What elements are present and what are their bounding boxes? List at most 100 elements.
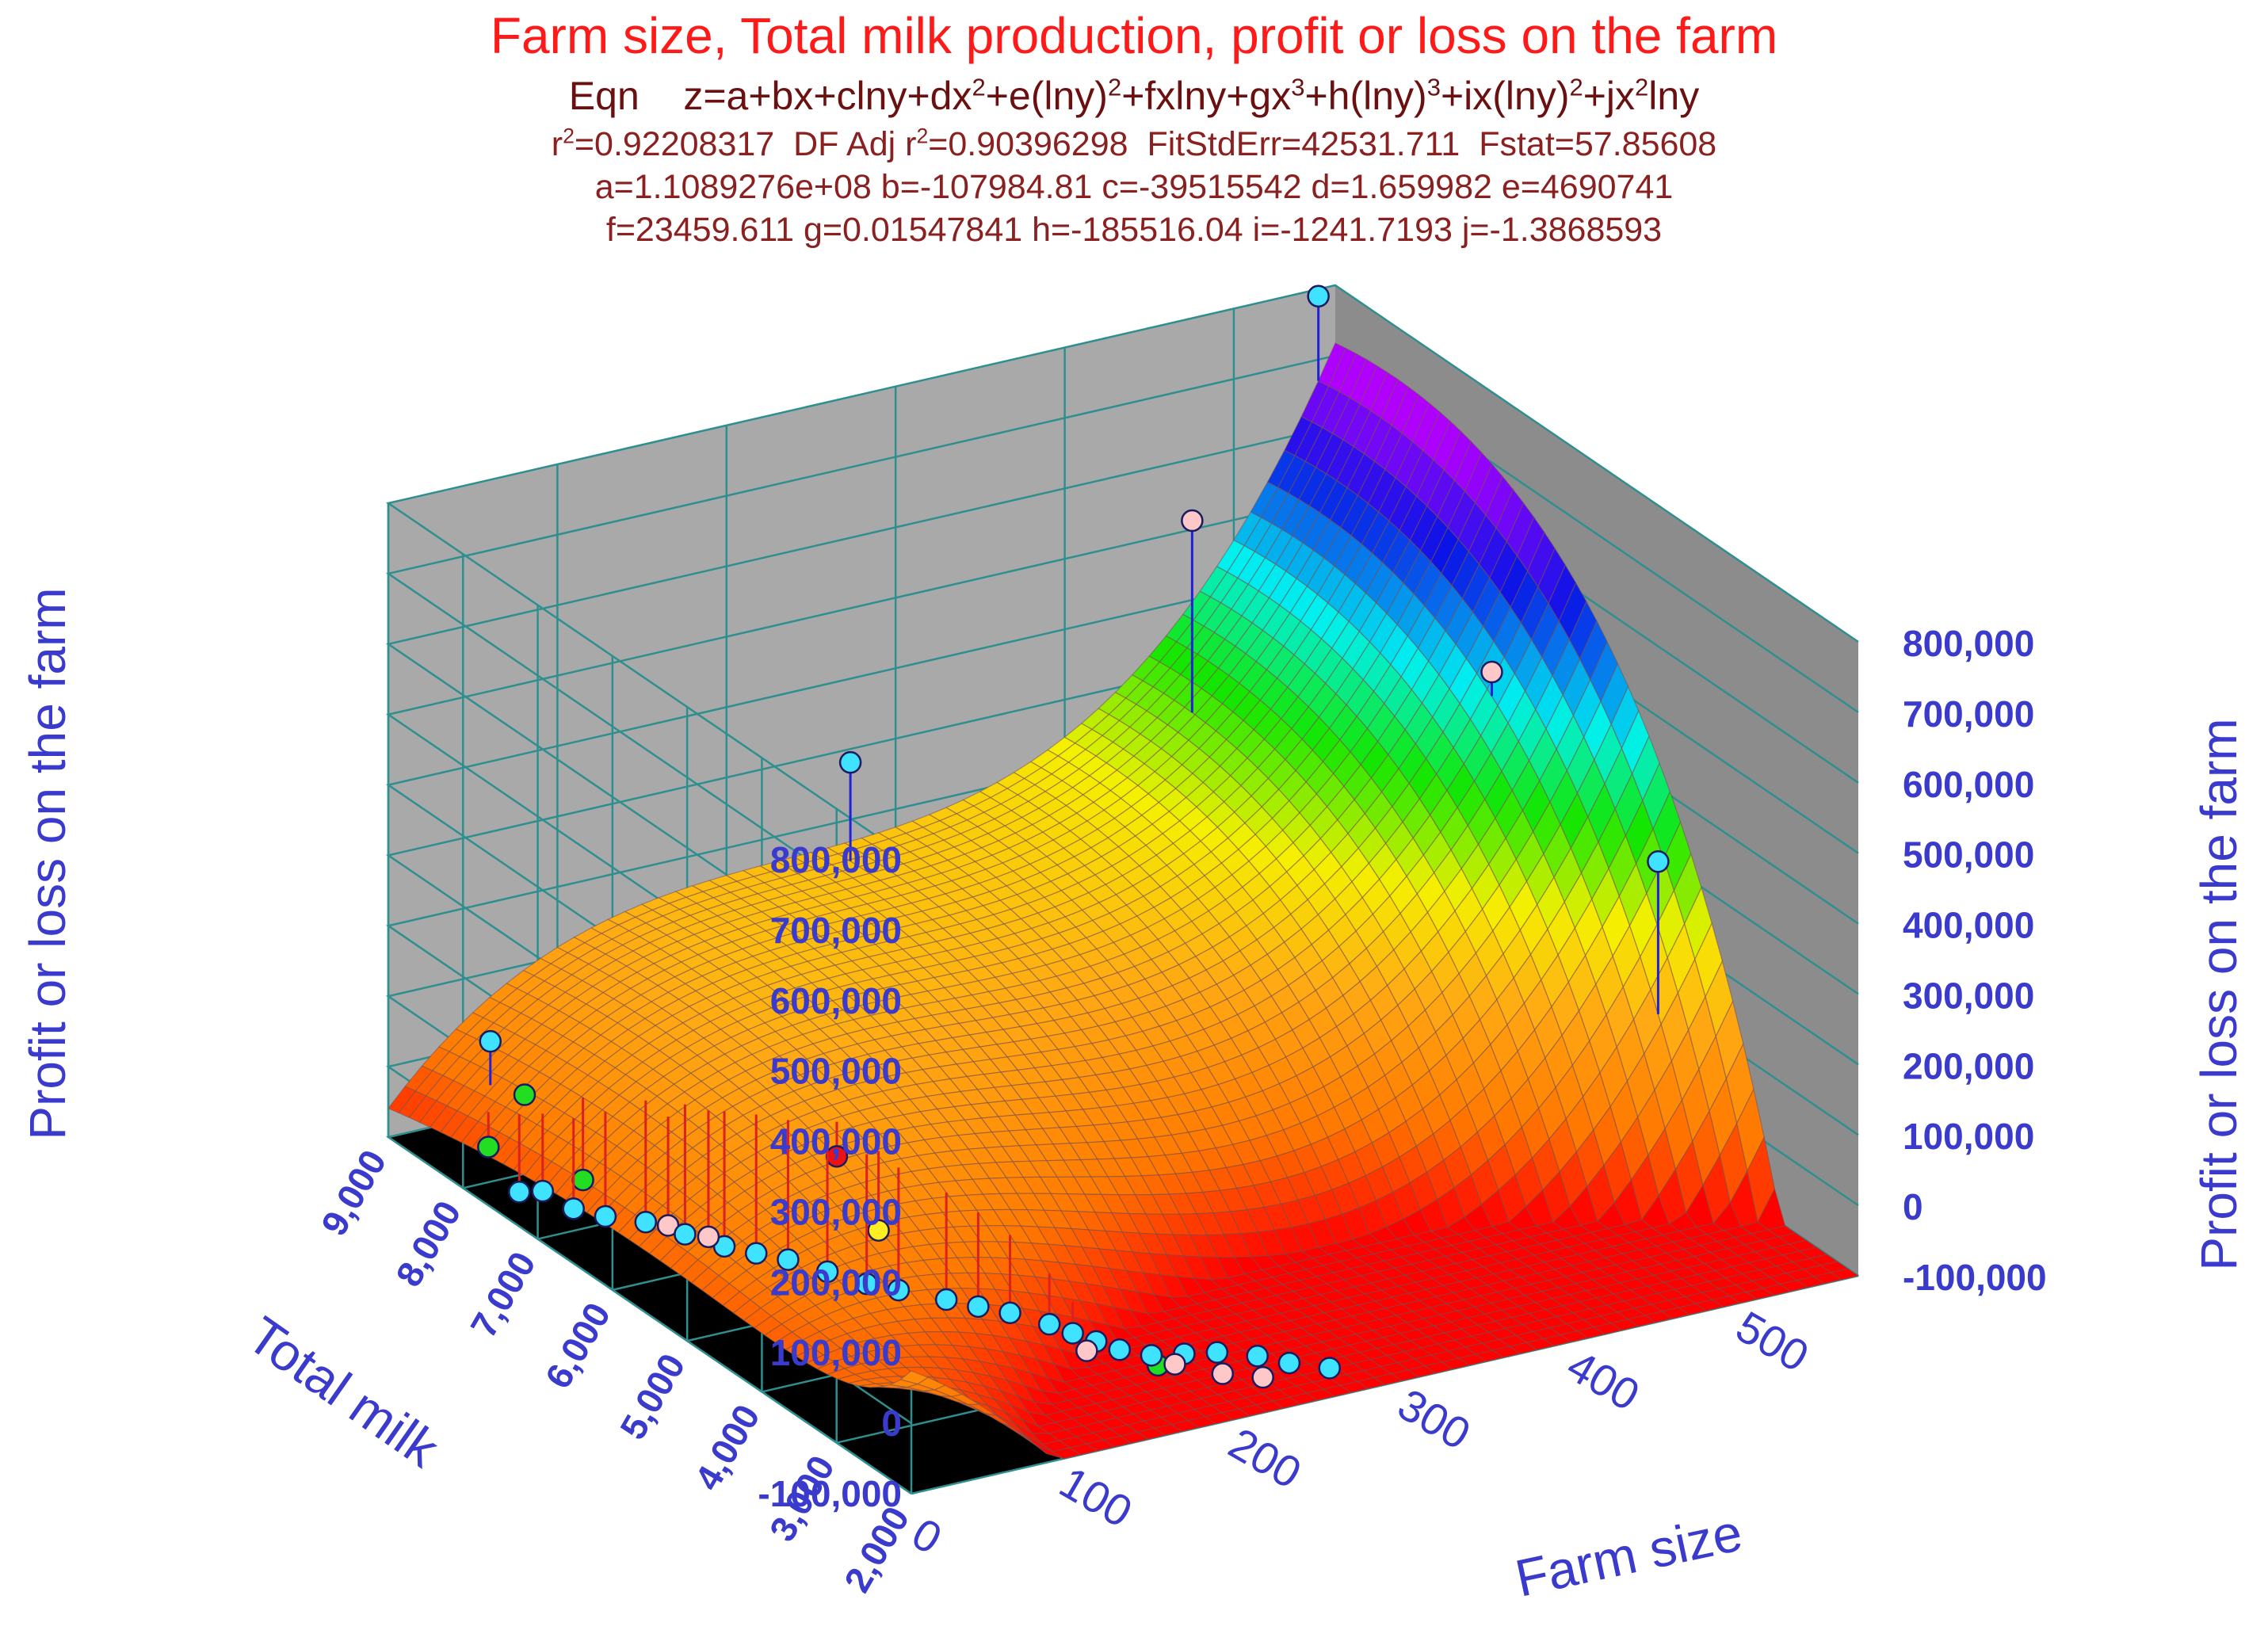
z-tick-label-right: -100,000 [1903,1257,2047,1298]
data-point [1647,850,1670,873]
z-tick-label-left: 100,000 [770,1332,902,1373]
data-point [1251,1365,1274,1389]
data-point [1211,1362,1235,1385]
equation-part: lny [1648,74,1700,118]
data-point [674,1223,697,1246]
data-point [1140,1344,1163,1367]
z-gridline [385,354,1859,931]
z-tick-label-left: 300,000 [770,1191,902,1232]
x-tick-label: 200 [1220,1418,1309,1498]
z-tick-label-left: 0 [881,1403,902,1444]
z-axis-title-left: Profit or loss on the farm [19,587,76,1139]
fitted-surface [388,342,1860,1460]
chart-title: Farm size, Total milk production, profit… [490,7,1778,64]
x-floor-gridline [388,1136,912,1495]
x-axis-title: Farm size [1510,1502,1747,1608]
equation-sup: 3 [1291,73,1305,101]
z-tick-label-left: 800,000 [770,839,902,880]
data-point [777,1248,800,1271]
data-point [594,1204,617,1228]
equation-part: +ix(lny) [1440,74,1570,118]
z-tick-label-left: 200,000 [770,1262,902,1303]
data-point [1246,1345,1269,1368]
r2-label: r [551,125,563,163]
equation-sup: 2 [972,73,986,101]
data-point [477,1136,500,1159]
z-tick-label-left: 700,000 [770,910,902,951]
x-tick-label: 100 [1052,1456,1140,1536]
data-point [967,1295,990,1319]
equation-sup: 2 [1107,73,1122,101]
data-point [744,1242,768,1265]
equation-sup: 3 [1426,73,1441,101]
y-tick-label: 9,000 [313,1143,395,1243]
surface-cell [1830,1268,1860,1281]
adj-r2-sup: 2 [916,124,929,148]
z-tick-label-right: 600,000 [1903,764,2034,805]
data-point [1075,1339,1098,1362]
y-axis-title: Total milk [237,1305,450,1479]
data-point [571,1168,594,1192]
fit-std-err: FitStdErr=42531.711 [1147,125,1460,163]
equation-sup: 2 [1635,73,1649,101]
parameters-line-1: a=1.1089276e+08 b=-107984.81 c=-39515542… [594,168,1674,206]
z-tick-label-right: 300,000 [1903,975,2034,1016]
z-tick-label-right: 800,000 [1903,623,2034,664]
data-point [1480,660,1503,684]
data-point [867,1219,890,1242]
data-point [697,1225,720,1249]
data-point [838,750,862,774]
data-points [477,284,1670,1389]
data-point [1108,1338,1132,1361]
z-tick-label-right: 100,000 [1903,1116,2034,1157]
equation-prefix: Eqn [568,74,640,118]
data-point [1277,1351,1301,1375]
data-point [562,1197,585,1220]
x-tick-label: 400 [1559,1340,1648,1420]
equation-part: z=a+bx+clny+dx [683,74,972,118]
y-tick-label: 6,000 [537,1296,619,1395]
z-gridline [385,425,1859,1002]
x-tick-label: 500 [1728,1301,1817,1381]
z-axis-title-right: Profit or loss on the farm [2190,718,2247,1270]
data-point [998,1301,1021,1325]
data-point [513,1083,536,1106]
z-tick-label-right: 700,000 [1903,693,2034,735]
data-point [855,1272,878,1296]
data-point [1037,1312,1061,1336]
r2-value: =0.92208317 [574,125,775,163]
fit-statistics: r2=0.92208317 DF Adj r2=0.90396298 FitSt… [0,125,2268,164]
z-tick-label-right: 500,000 [1903,834,2034,876]
z-tick-label-left: 500,000 [770,1051,902,1092]
y-tick-label: 7,000 [462,1245,544,1345]
data-point [508,1181,531,1204]
data-point [1318,1357,1342,1380]
y-tick-label: 5,000 [612,1346,693,1446]
data-point [1061,1322,1084,1345]
z-tick-label-left: 600,000 [770,980,902,1021]
z-tick-label-right: 200,000 [1903,1045,2034,1086]
data-point [934,1288,958,1311]
parameters-line-2: f=23459.611 g=0.01547841 h=-185516.04 i=… [605,211,1663,249]
data-point [634,1211,658,1234]
data-point [815,1260,839,1284]
adj-r2-value: =0.90396298 [928,125,1128,163]
equation-part: +h(lny) [1304,74,1427,118]
z-tick-label-left: -100,000 [758,1473,902,1514]
equation-formula: z=a+bx+clny+dx2+e(lny)2+fxlny+gx3+h(lny)… [683,74,1699,118]
data-point [1205,1341,1229,1364]
y-tick-label: 4,000 [686,1398,768,1498]
equation-part: +fxlny+gx [1121,74,1292,118]
data-point [1307,284,1330,308]
r2-sup: 2 [563,124,575,148]
z-gridline [385,284,1859,861]
f-stat: Fstat=57.85608 [1479,125,1717,163]
equation-sup: 2 [1569,73,1583,101]
equation-part: +jx [1583,74,1636,118]
z-tick-label-left: 400,000 [770,1121,902,1162]
adj-r2-label: DF Adj r [793,125,917,163]
data-point [1181,509,1204,533]
z-tick-label-right: 400,000 [1903,905,2034,946]
data-point [1163,1353,1186,1376]
